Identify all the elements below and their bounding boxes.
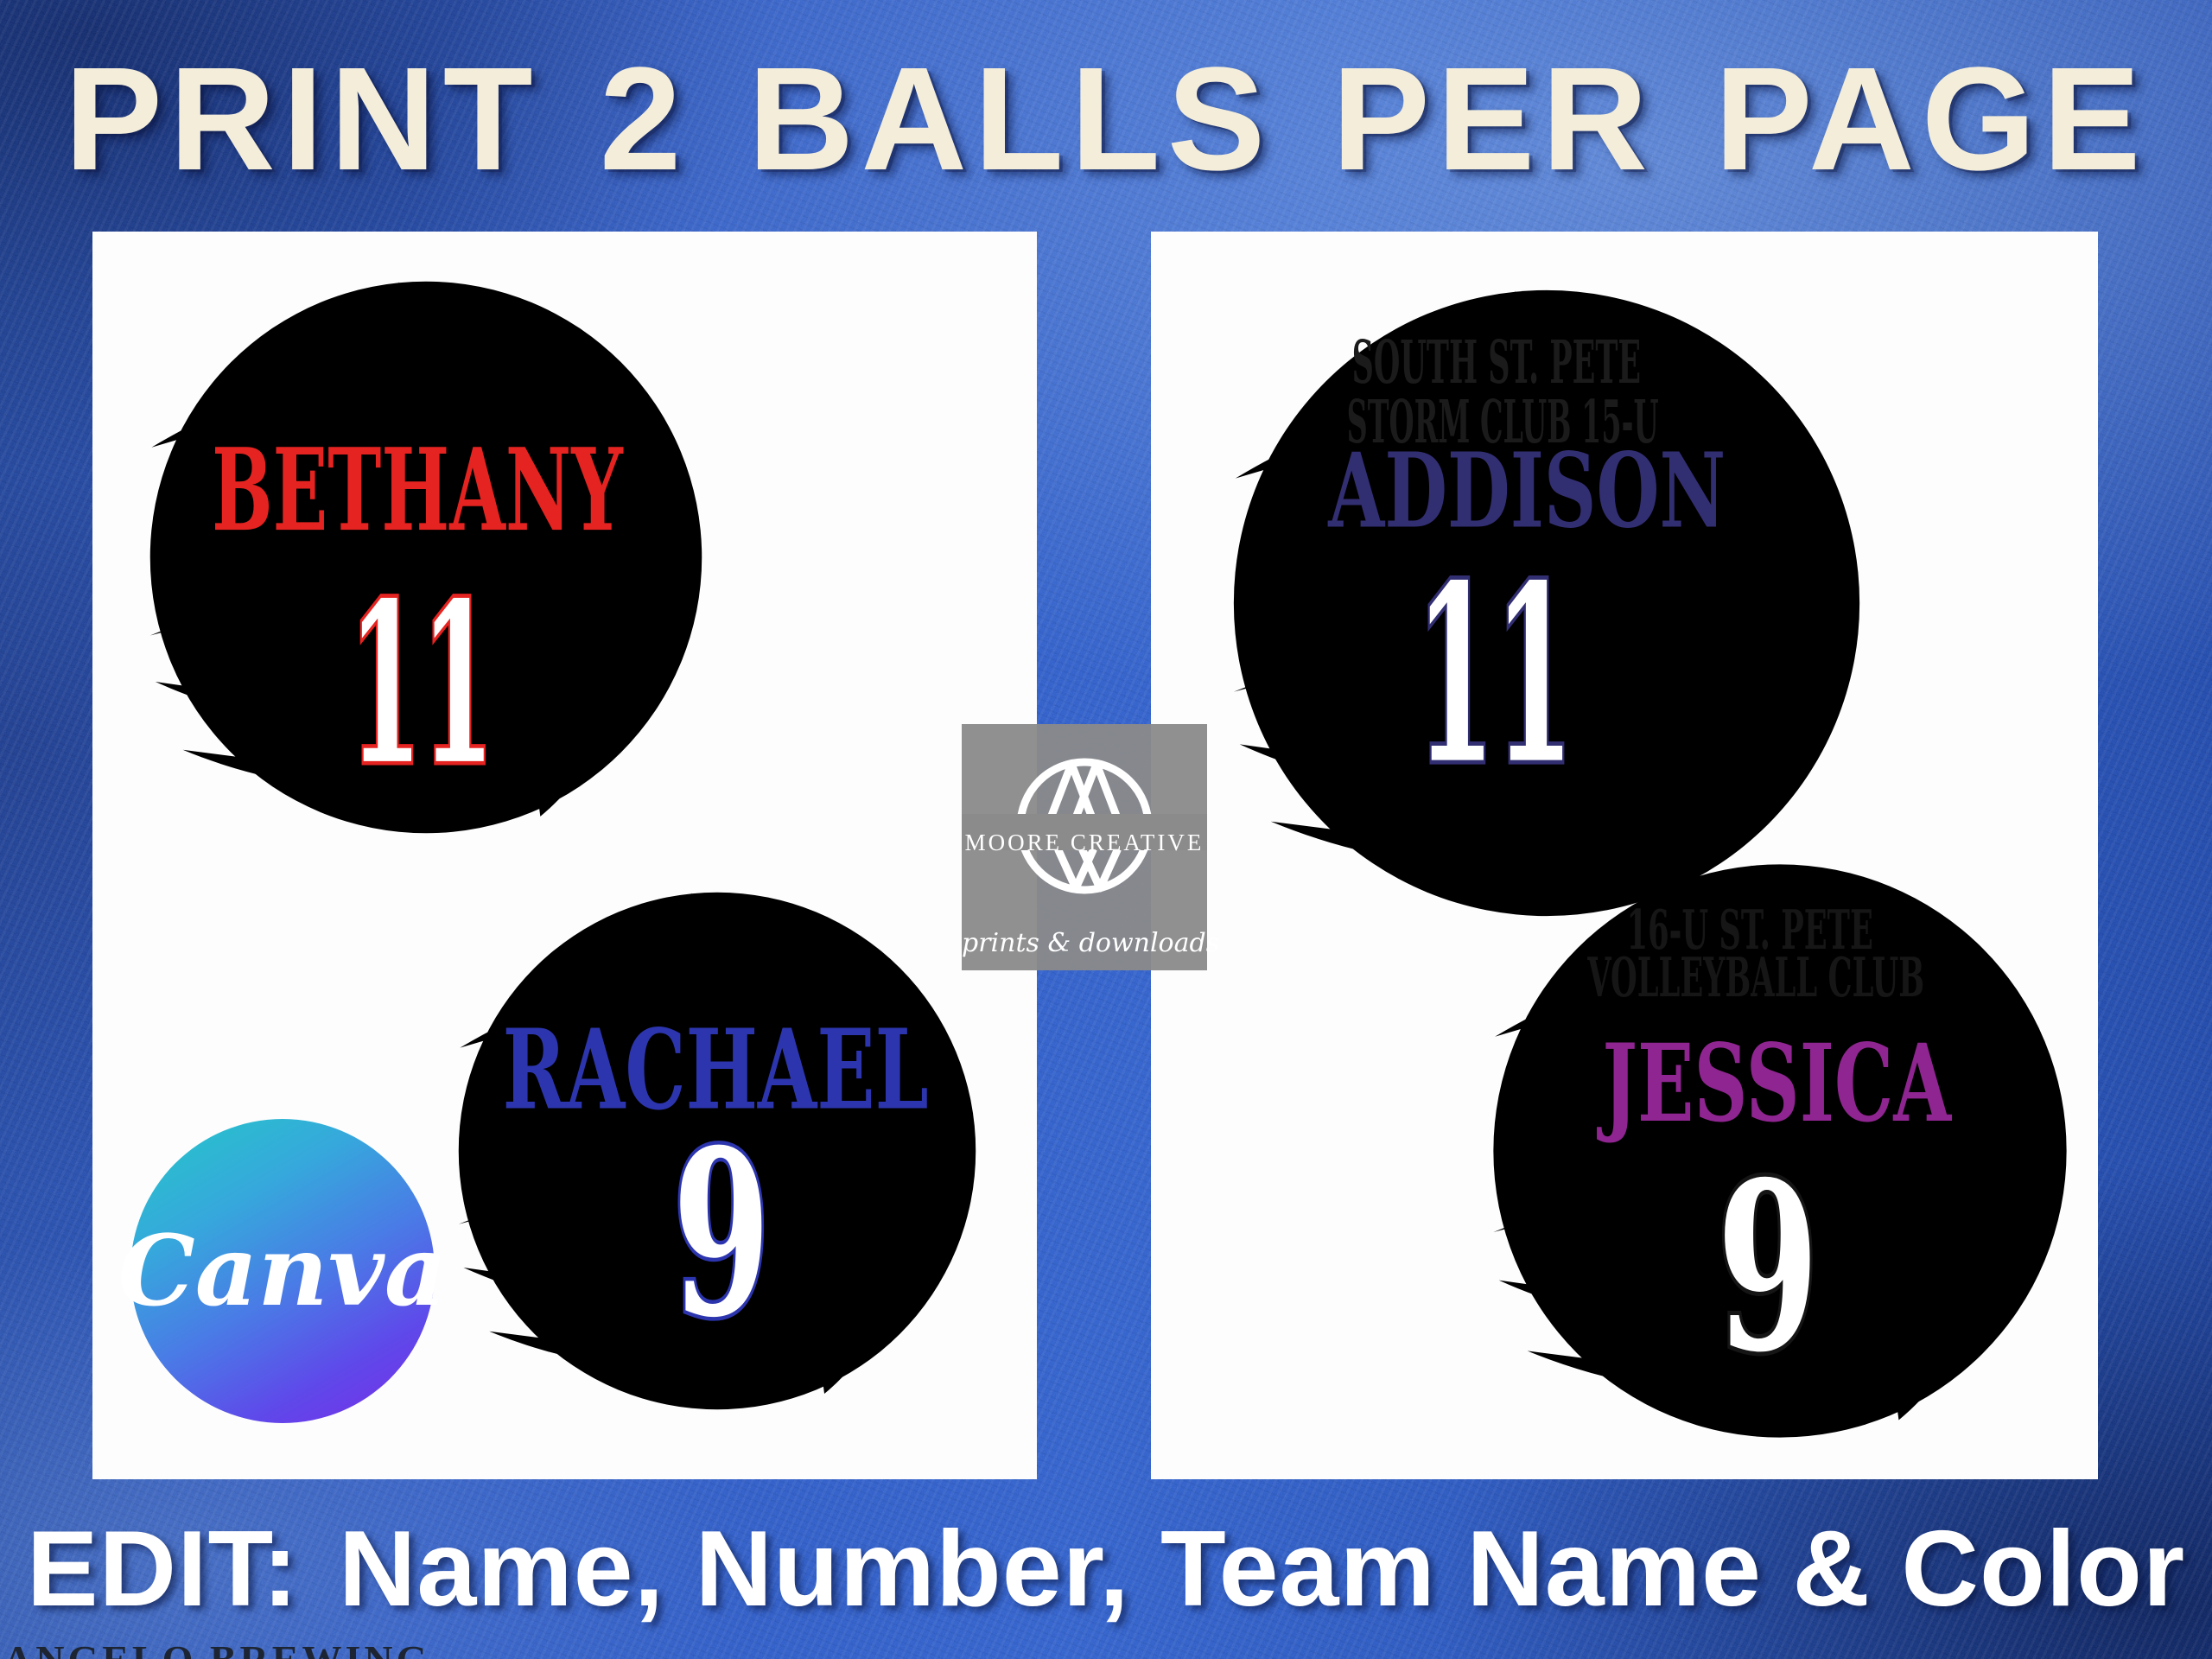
- player-name-text: BETHANY: [212, 423, 624, 557]
- edit-label: EDIT:: [26, 1510, 299, 1629]
- canva-wordmark-text: Canva: [118, 1214, 448, 1328]
- team-name-line1-text: SOUTH ST. PETE: [1352, 328, 1641, 397]
- team-name-line2-text: STORM CLUB 15-U: [1347, 388, 1659, 457]
- player-number-text: 9: [673, 1100, 771, 1368]
- volleyball-graphic-jessica: 16-U ST. PETE VOLLEYBALL CLUB JESSICA 9: [1493, 864, 2067, 1438]
- moore-creative-monogram-icon: [962, 758, 1207, 894]
- volleyball-graphic-addison: SOUTH ST. PETE STORM CLUB 15-U ADDISON 1…: [1233, 289, 1860, 917]
- watermark-tagline-text: prints & downloads: [962, 928, 1220, 958]
- edit-fields-text: Name, Number, Team Name & Color: [338, 1510, 2186, 1629]
- volleyball-graphic-bethany: BETHANY 11: [149, 281, 702, 834]
- player-number-text: 9: [1717, 1132, 1819, 1404]
- watermark-brand-text: MOORE CREATIVE: [964, 830, 1205, 855]
- team-name-line1-text: 16-U ST. PETE: [1627, 898, 1873, 962]
- player-number-text: 11: [1416, 533, 1573, 818]
- team-name-line2-text: VOLLEYBALL CLUB: [1587, 945, 1924, 1009]
- shop-watermark: MOORE CREATIVE prints & downloads: [962, 724, 1220, 970]
- edit-instructions: EDIT: Name, Number, Team Name & Color: [0, 1510, 2212, 1628]
- volleyball-graphic-rachael: RACHAEL 9: [458, 892, 976, 1410]
- page-title: PRINT 2 BALLS PER PAGE: [64, 37, 2148, 201]
- player-name-text: ADDISON: [1328, 430, 1726, 551]
- clipped-corner-text: ANGELO BREWING: [3, 1637, 430, 1659]
- player-name-text: RACHAEL: [503, 1005, 929, 1134]
- player-number-text: 11: [349, 556, 493, 814]
- player-name-text: JESSICA: [1596, 1021, 1952, 1147]
- canva-logo: Canva: [118, 1119, 447, 1423]
